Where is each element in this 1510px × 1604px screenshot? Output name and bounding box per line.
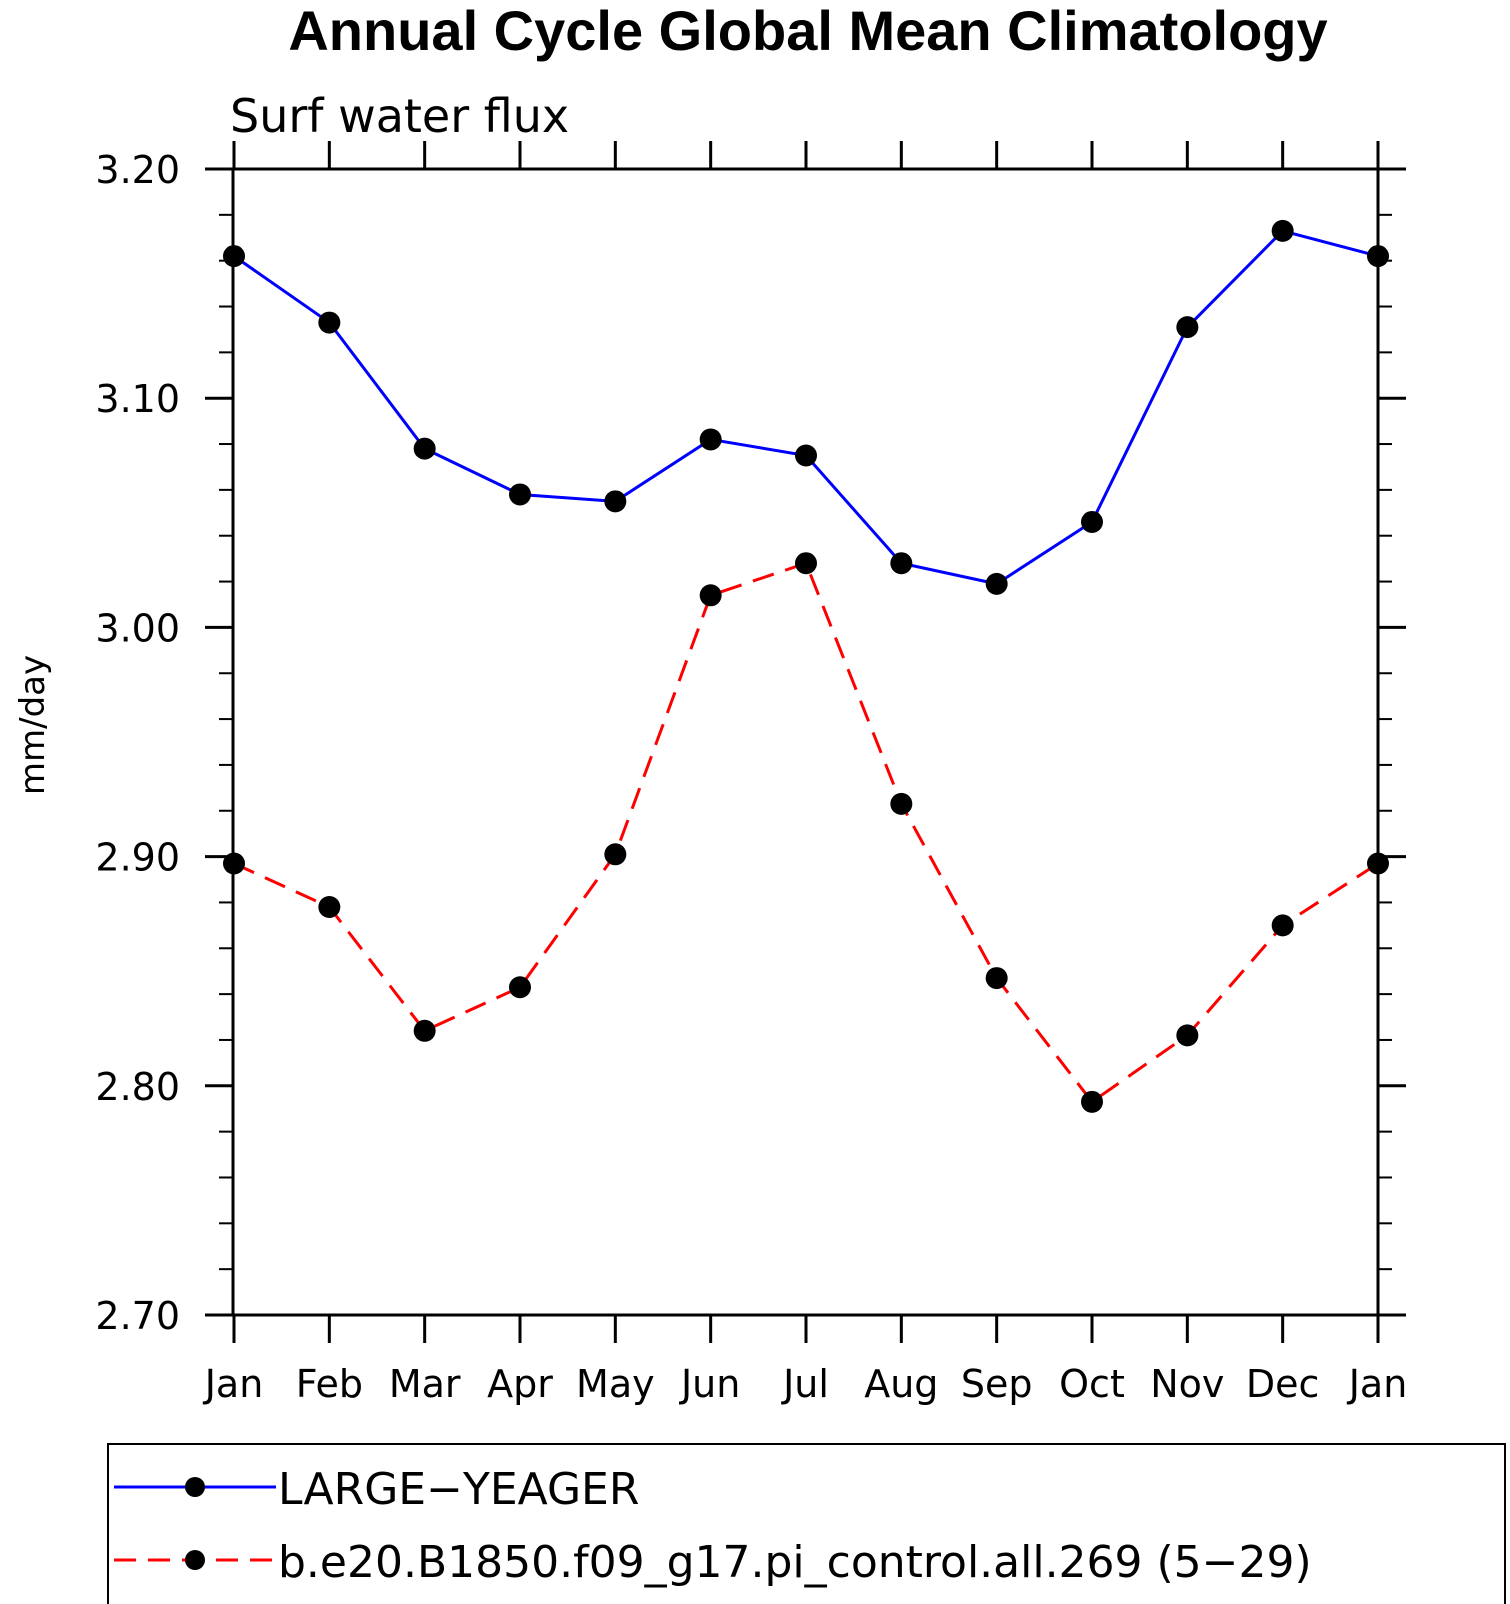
data-point-series-0: [1367, 245, 1389, 268]
data-point-series-0: [509, 483, 531, 506]
x-tick-label: Feb: [296, 1362, 363, 1406]
data-point-series-1: [1176, 1024, 1199, 1047]
data-point-series-1: [699, 584, 722, 607]
data-point-series-0: [413, 437, 436, 460]
data-point-series-0: [699, 428, 722, 451]
y-tick-label: 3.00: [95, 606, 180, 650]
y-tick-label: 3.20: [95, 148, 180, 192]
x-tick-label: Jan: [203, 1362, 264, 1406]
x-tick-label: Mar: [389, 1362, 461, 1406]
data-point-series-1: [1271, 914, 1294, 937]
legend-box: [107, 1443, 1506, 1604]
data-point-series-1: [413, 1019, 436, 1042]
x-tick-label: Sep: [961, 1362, 1033, 1406]
x-tick-label: May: [576, 1362, 655, 1406]
x-tick-label: Dec: [1246, 1362, 1320, 1406]
axis-ticks: [205, 141, 1406, 1343]
data-point-series-1: [1081, 1090, 1103, 1113]
x-tick-label: Jul: [781, 1362, 829, 1406]
legend-label-large-yeager: LARGE−YEAGER: [278, 1464, 639, 1515]
x-tick-label: Oct: [1059, 1362, 1125, 1406]
data-point-series-0: [1081, 510, 1103, 533]
data-point-series-0: [1176, 316, 1199, 339]
data-point-series-0: [1271, 219, 1294, 242]
x-tick-labels: Jan Feb Mar Apr May Jun Jul Aug Sep Oct Nov Dec Jan: [203, 1362, 1408, 1406]
legend-label-pi-control: b.e20.B1850.f09_g17.pi_control.all.269 (…: [278, 1537, 1312, 1588]
series-markers: [223, 219, 1389, 1113]
y-tick-label: 2.90: [95, 836, 180, 880]
y-axis-label: mm/day: [13, 655, 53, 795]
data-point-series-1: [795, 552, 817, 575]
data-point-series-0: [890, 552, 913, 575]
data-point-series-1: [223, 852, 245, 875]
data-point-series-1: [1367, 852, 1389, 875]
legend: LARGE−YEAGER b.e20.B1850.f09_g17.pi_cont…: [107, 1443, 1506, 1604]
y-tick-label: 2.80: [95, 1065, 180, 1109]
series-lines: [233, 229, 1379, 1104]
x-tick-label: Jan: [1347, 1362, 1408, 1406]
data-point-series-1: [985, 967, 1008, 990]
series-line-1: [233, 561, 1379, 1104]
data-point-series-0: [795, 444, 817, 467]
legend-marker-large-yeager: [185, 1477, 205, 1497]
x-tick-label: Apr: [487, 1362, 553, 1406]
y-tick-labels: 2.70 2.80 2.90 3.00 3.10 3.20: [95, 148, 180, 1338]
data-point-series-0: [223, 245, 245, 268]
x-tick-label: Aug: [864, 1362, 938, 1406]
y-tick-label: 3.10: [95, 377, 180, 421]
data-point-series-0: [604, 490, 627, 513]
data-point-series-1: [604, 843, 627, 866]
chart-title: Annual Cycle Global Mean Climatology: [288, 0, 1327, 62]
data-point-series-0: [985, 572, 1008, 595]
data-point-series-1: [890, 792, 913, 815]
chart-subtitle: Surf water flux: [230, 89, 569, 143]
data-point-series-1: [318, 896, 341, 919]
series-line-0: [233, 229, 1379, 586]
data-point-series-1: [509, 976, 531, 999]
x-tick-label: Jun: [679, 1362, 740, 1406]
data-point-series-0: [318, 311, 341, 334]
plot-frame: [231, 167, 1380, 1317]
x-tick-label: Nov: [1150, 1362, 1224, 1406]
y-tick-label: 2.70: [95, 1294, 180, 1338]
legend-marker-pi-control: [185, 1550, 205, 1570]
